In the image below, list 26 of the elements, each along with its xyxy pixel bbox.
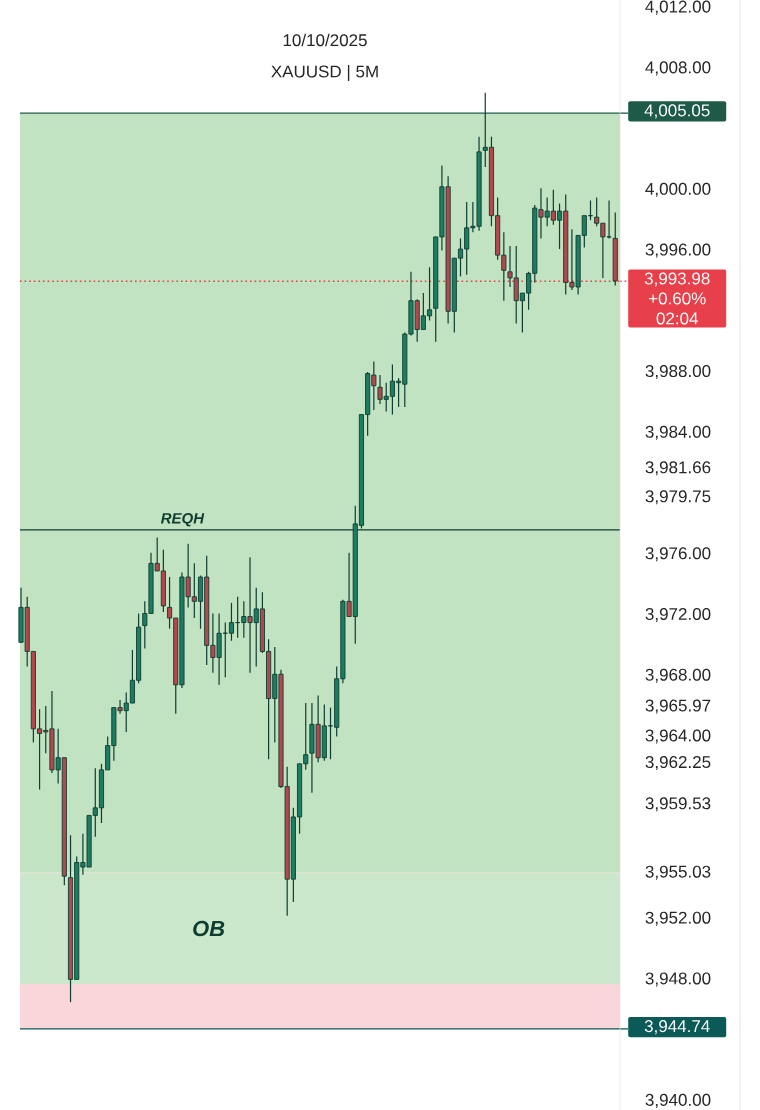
y-tick-label: 3,962.25 (645, 756, 711, 771)
y-tick-label: 3,979.75 (645, 490, 711, 505)
y-tick-label: 3,964.00 (645, 729, 711, 744)
text: XAUUSD | 5M (271, 65, 378, 81)
y-tick-label: 4,000.00 (645, 182, 711, 197)
y-tick-label: 4,012.00 (645, 0, 711, 15)
y-tick-label: 3,996.00 (645, 243, 711, 258)
y-tick-label: 4,008.00 (645, 61, 711, 76)
y-tick-label: 3,955.03 (645, 865, 711, 880)
y-tick-label: 3,940.00 (645, 1093, 711, 1108)
y-tick-label: 3,984.00 (645, 425, 711, 440)
y-tick-label: 3,968.00 (645, 668, 711, 683)
y-tick-label: 3,972.00 (645, 607, 711, 623)
ref-line-label: 4,005.05 (644, 104, 710, 119)
y-tick-label: 3,981.66 (645, 461, 711, 476)
band-label: OB (193, 920, 225, 937)
ref-line-label: 3,944.74 (644, 1020, 710, 1035)
y-tick-label: 3,965.97 (645, 699, 711, 714)
ref-line-label: 3,993.98 +0.60% 02:04 (644, 272, 710, 325)
y-tick-label: 3,976.00 (645, 547, 711, 562)
ref-line-label: REQH (160, 513, 205, 527)
y-tick-label: 3,959.53 (645, 797, 711, 812)
y-tick-label: 3,952.00 (645, 911, 711, 926)
y-tick-label: 3,988.00 (645, 365, 711, 380)
text: 10/10/2025 (283, 33, 367, 47)
y-tick-label: 3,948.00 (645, 972, 711, 987)
